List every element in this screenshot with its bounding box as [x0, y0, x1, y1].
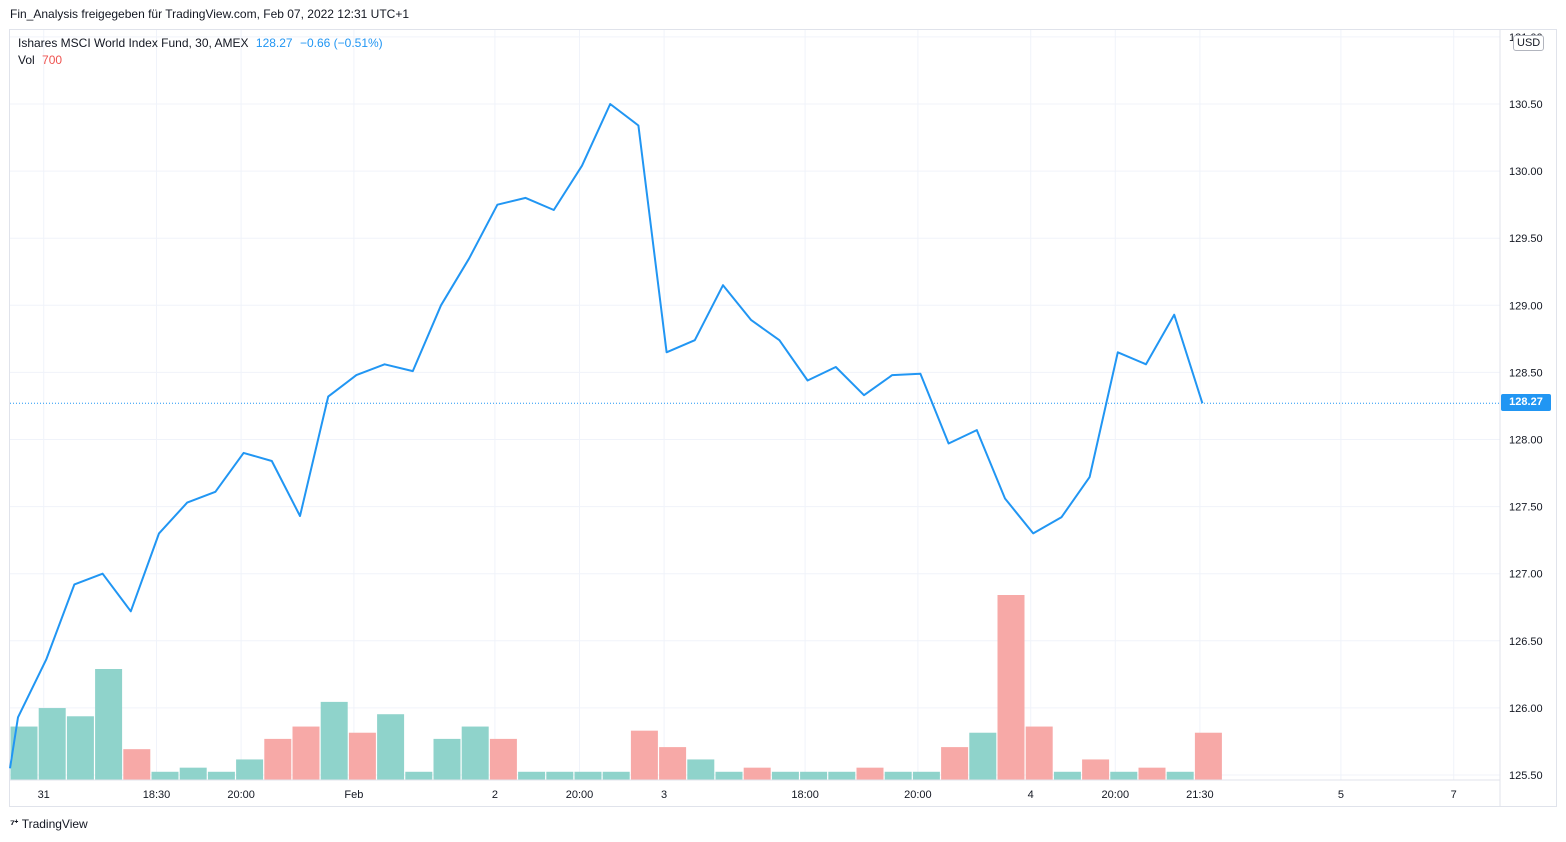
time-tick-label: 18:00	[791, 789, 819, 801]
volume-bar[interactable]	[1138, 767, 1166, 780]
chart-frame	[9, 29, 1557, 807]
time-tick-label: 4	[1028, 789, 1034, 801]
brand-name: TradingView	[21, 817, 88, 831]
time-axis: 31 18:30 20:00 Feb 2 20:00 3 18:00 20:00 4 20:00 21…	[38, 789, 1457, 801]
last-price-label: 128.27	[1501, 394, 1551, 411]
volume-bar[interactable]	[969, 732, 997, 780]
volume-bar[interactable]	[1110, 771, 1138, 780]
time-tick-label: 18:30	[143, 789, 171, 801]
volume-bar[interactable]	[320, 701, 348, 780]
share-header: Fin_Analysis freigegeben für TradingView…	[10, 7, 410, 21]
volume-bar[interactable]	[574, 771, 602, 780]
volume-bar[interactable]	[95, 669, 123, 780]
time-tick-label: 20:00	[1102, 789, 1130, 801]
volume-bar[interactable]	[1025, 726, 1053, 780]
grid-lines	[10, 30, 1500, 780]
price-tick-label: 127.00	[1509, 569, 1543, 581]
volume-bar[interactable]	[207, 771, 235, 780]
volume-bar[interactable]	[377, 714, 405, 780]
volume-bar[interactable]	[66, 716, 94, 780]
volume-bar[interactable]	[123, 749, 151, 780]
volume-bar[interactable]	[856, 767, 884, 780]
time-tick-label: 20:00	[227, 789, 255, 801]
time-tick-label: 21:30	[1186, 789, 1214, 801]
chart-legend: Ishares MSCI World Index Fund, 30, AMEX …	[18, 35, 383, 69]
price-line	[9, 103, 1204, 769]
volume-label[interactable]: Vol	[18, 53, 35, 67]
volume-bar[interactable]	[461, 726, 489, 780]
volume-bar[interactable]	[179, 767, 207, 780]
volume-bar[interactable]	[348, 732, 376, 780]
volume-bar[interactable]	[687, 759, 715, 780]
time-tick-label: 20:00	[566, 789, 594, 801]
time-tick-label: 2	[492, 789, 498, 801]
time-tick-label: 31	[38, 789, 50, 801]
volume-bar[interactable]	[405, 771, 433, 780]
time-tick-label: Feb	[344, 789, 363, 801]
volume-bar[interactable]	[264, 738, 292, 780]
time-tick-label: 5	[1338, 789, 1344, 801]
last-value: 128.27	[255, 36, 293, 50]
price-tick-label: 125.50	[1509, 770, 1543, 782]
volume-bar[interactable]	[433, 738, 461, 780]
volume-bars	[10, 595, 1222, 780]
currency-button[interactable]: USD	[1513, 35, 1545, 51]
volume-bar[interactable]	[1082, 759, 1110, 780]
volume-bar[interactable]	[630, 730, 658, 780]
price-tick-label: 126.00	[1509, 703, 1543, 715]
tradingview-logo-icon: ⁷ᐩ	[10, 817, 19, 831]
price-tick-label: 128.50	[1509, 367, 1543, 379]
volume-bar[interactable]	[38, 708, 66, 780]
volume-bar[interactable]	[489, 738, 517, 780]
price-tick-label: 127.50	[1509, 502, 1543, 514]
volume-bar[interactable]	[771, 771, 799, 780]
volume-bar[interactable]	[828, 771, 856, 780]
volume-bar[interactable]	[941, 747, 969, 780]
price-change: −0.66 (−0.51%)	[299, 36, 383, 50]
price-tick-label: 130.00	[1509, 166, 1543, 178]
volume-bar[interactable]	[602, 771, 630, 780]
volume-bar[interactable]	[151, 771, 179, 780]
volume-bar[interactable]	[800, 771, 828, 780]
price-tick-label: 128.00	[1509, 435, 1543, 447]
time-tick-label: 7	[1451, 789, 1457, 801]
volume-value: 700	[42, 53, 63, 67]
price-tick-label: 129.50	[1509, 233, 1543, 245]
volume-bar[interactable]	[1053, 771, 1081, 780]
volume-bar[interactable]	[236, 759, 264, 780]
time-tick-label: 20:00	[904, 789, 932, 801]
volume-bar[interactable]	[743, 767, 771, 780]
volume-bar[interactable]	[912, 771, 940, 780]
time-tick-label: 3	[661, 789, 667, 801]
brand-footer[interactable]: ⁷ᐩ TradingView	[10, 817, 88, 831]
price-axis: 125.50 126.00 126.50 127.00 127.50 128.00 128.…	[1509, 32, 1543, 782]
volume-bar[interactable]	[659, 747, 687, 780]
volume-bar[interactable]	[1166, 771, 1194, 780]
price-tick-label: 129.00	[1509, 300, 1543, 312]
volume-bar[interactable]	[292, 726, 320, 780]
symbol-name[interactable]: Ishares MSCI World Index Fund, 30, AMEX	[18, 36, 249, 50]
volume-bar[interactable]	[997, 595, 1025, 780]
volume-bar[interactable]	[1194, 732, 1222, 780]
price-tick-label: 126.50	[1509, 636, 1543, 648]
volume-bar[interactable]	[546, 771, 574, 780]
price-tick-label: 130.50	[1509, 99, 1543, 111]
volume-bar[interactable]	[884, 771, 912, 780]
volume-bar[interactable]	[518, 771, 546, 780]
volume-bar[interactable]	[715, 771, 743, 780]
